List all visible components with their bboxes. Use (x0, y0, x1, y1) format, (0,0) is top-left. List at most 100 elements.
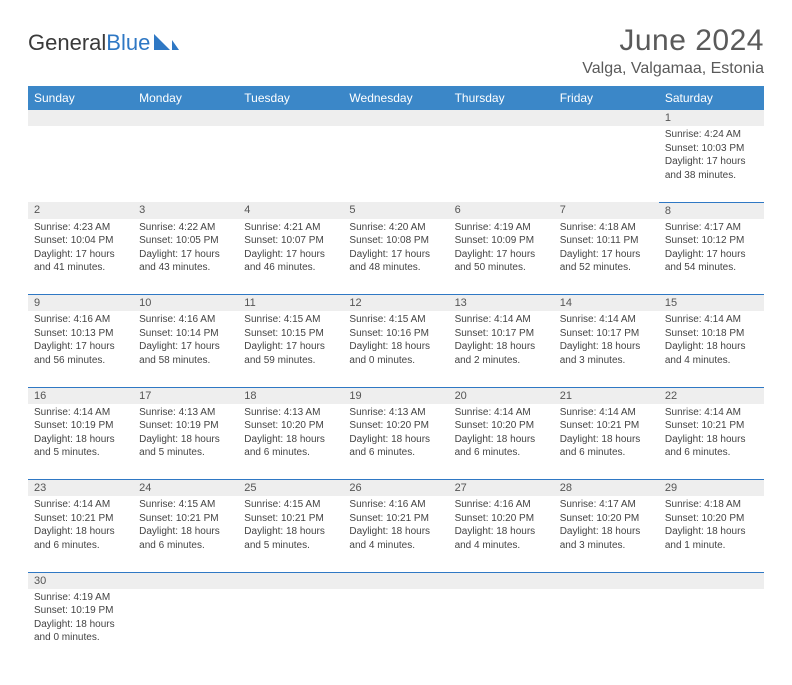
daynum-cell: 15 (659, 295, 764, 312)
daylight-text: Daylight: 18 hours (455, 525, 548, 539)
day-content: Sunrise: 4:13 AMSunset: 10:20 PMDaylight… (238, 404, 343, 464)
day-number: 4 (238, 202, 343, 218)
daylight-text: and 54 minutes. (665, 261, 758, 275)
daylight-text: Daylight: 17 hours (34, 248, 127, 262)
day-cell: Sunrise: 4:17 AMSunset: 10:12 PMDaylight… (659, 219, 764, 295)
day-cell (238, 589, 343, 665)
day-content: Sunrise: 4:15 AMSunset: 10:21 PMDaylight… (238, 496, 343, 556)
sunset-text: Sunset: 10:08 PM (349, 234, 442, 248)
day-number: 17 (133, 388, 238, 404)
daynum-cell (343, 110, 448, 126)
sunset-text: Sunset: 10:05 PM (139, 234, 232, 248)
day-number: 30 (28, 573, 133, 589)
daynum-cell: 12 (343, 295, 448, 312)
daynum-cell: 26 (343, 480, 448, 497)
day-number: 3 (133, 202, 238, 218)
daylight-text: Daylight: 18 hours (665, 433, 758, 447)
sunset-text: Sunset: 10:21 PM (34, 512, 127, 526)
day-cell: Sunrise: 4:16 AMSunset: 10:20 PMDaylight… (449, 496, 554, 572)
daynum-row: 2345678 (28, 202, 764, 219)
daylight-text: and 4 minutes. (349, 539, 442, 553)
daylight-text: Daylight: 17 hours (244, 340, 337, 354)
day-number (554, 573, 659, 589)
sunrise-text: Sunrise: 4:14 AM (665, 313, 758, 327)
logo-text-2: Blue (106, 30, 150, 56)
sunrise-text: Sunrise: 4:15 AM (244, 313, 337, 327)
daylight-text: and 3 minutes. (560, 539, 653, 553)
day-number: 1 (659, 110, 764, 126)
daylight-text: and 4 minutes. (455, 539, 548, 553)
day-cell: Sunrise: 4:15 AMSunset: 10:21 PMDaylight… (238, 496, 343, 572)
daylight-text: Daylight: 18 hours (560, 433, 653, 447)
day-cell: Sunrise: 4:14 AMSunset: 10:21 PMDaylight… (554, 404, 659, 480)
sunset-text: Sunset: 10:20 PM (665, 512, 758, 526)
day-number (28, 110, 133, 126)
day-number: 10 (133, 295, 238, 311)
month-title: June 2024 (582, 24, 764, 58)
daylight-text: and 5 minutes. (244, 539, 337, 553)
sunset-text: Sunset: 10:19 PM (34, 604, 127, 618)
location-text: Valga, Valgamaa, Estonia (582, 60, 764, 78)
day-cell: Sunrise: 4:17 AMSunset: 10:20 PMDaylight… (554, 496, 659, 572)
day-content: Sunrise: 4:14 AMSunset: 10:21 PMDaylight… (554, 404, 659, 464)
daynum-cell (343, 572, 448, 589)
day-number (554, 110, 659, 126)
day-number (659, 573, 764, 589)
sunrise-text: Sunrise: 4:18 AM (665, 498, 758, 512)
daylight-text: and 6 minutes. (34, 539, 127, 553)
day-number (343, 573, 448, 589)
day-number: 8 (659, 203, 764, 219)
daylight-text: and 50 minutes. (455, 261, 548, 275)
day-cell: Sunrise: 4:18 AMSunset: 10:11 PMDaylight… (554, 219, 659, 295)
day-content: Sunrise: 4:14 AMSunset: 10:21 PMDaylight… (659, 404, 764, 464)
day-number: 2 (28, 202, 133, 218)
sunrise-text: Sunrise: 4:14 AM (560, 406, 653, 420)
sunrise-text: Sunrise: 4:16 AM (139, 313, 232, 327)
sunset-text: Sunset: 10:15 PM (244, 327, 337, 341)
weekday-header: Tuesday (238, 86, 343, 110)
day-number (343, 110, 448, 126)
daynum-cell (554, 110, 659, 126)
daylight-text: Daylight: 18 hours (349, 340, 442, 354)
day-content: Sunrise: 4:15 AMSunset: 10:15 PMDaylight… (238, 311, 343, 371)
daylight-text: and 6 minutes. (244, 446, 337, 460)
day-cell (133, 589, 238, 665)
day-number: 26 (343, 480, 448, 496)
day-number: 23 (28, 480, 133, 496)
day-cell: Sunrise: 4:24 AMSunset: 10:03 PMDaylight… (659, 126, 764, 202)
daynum-cell: 25 (238, 480, 343, 497)
day-number (133, 110, 238, 126)
day-cell (343, 589, 448, 665)
daylight-text: and 4 minutes. (665, 354, 758, 368)
daynum-cell: 27 (449, 480, 554, 497)
daylight-text: Daylight: 18 hours (349, 525, 442, 539)
sunrise-text: Sunrise: 4:13 AM (244, 406, 337, 420)
day-number (449, 110, 554, 126)
weekday-header-row: Sunday Monday Tuesday Wednesday Thursday… (28, 86, 764, 110)
daynum-cell: 4 (238, 202, 343, 219)
daylight-text: Daylight: 17 hours (665, 248, 758, 262)
day-content: Sunrise: 4:22 AMSunset: 10:05 PMDaylight… (133, 219, 238, 279)
day-number: 6 (449, 202, 554, 218)
sunrise-text: Sunrise: 4:14 AM (560, 313, 653, 327)
sunrise-text: Sunrise: 4:15 AM (244, 498, 337, 512)
day-cell: Sunrise: 4:14 AMSunset: 10:18 PMDaylight… (659, 311, 764, 387)
daylight-text: and 56 minutes. (34, 354, 127, 368)
day-number: 15 (659, 295, 764, 311)
day-cell (449, 126, 554, 202)
sunrise-text: Sunrise: 4:16 AM (34, 313, 127, 327)
sunrise-text: Sunrise: 4:17 AM (560, 498, 653, 512)
daynum-row: 30 (28, 572, 764, 589)
day-cell (554, 126, 659, 202)
daylight-text: Daylight: 18 hours (34, 433, 127, 447)
daynum-cell: 28 (554, 480, 659, 497)
sunset-text: Sunset: 10:20 PM (244, 419, 337, 433)
sunset-text: Sunset: 10:20 PM (455, 419, 548, 433)
header: GeneralBlue June 2024 Valga, Valgamaa, E… (28, 24, 764, 78)
sunrise-text: Sunrise: 4:13 AM (139, 406, 232, 420)
daynum-cell (133, 572, 238, 589)
daynum-cell (449, 572, 554, 589)
sunset-text: Sunset: 10:14 PM (139, 327, 232, 341)
day-cell: Sunrise: 4:13 AMSunset: 10:19 PMDaylight… (133, 404, 238, 480)
day-content: Sunrise: 4:16 AMSunset: 10:20 PMDaylight… (449, 496, 554, 556)
